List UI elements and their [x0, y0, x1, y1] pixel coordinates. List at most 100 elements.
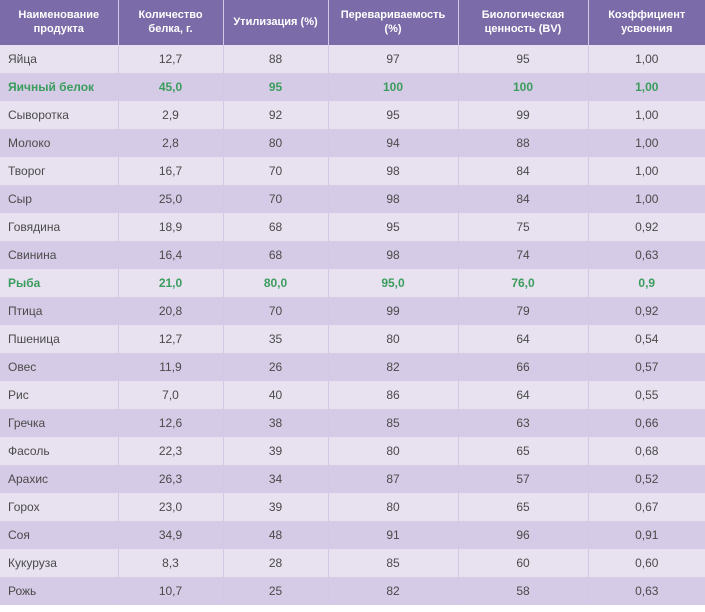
cell-text: Рожь: [8, 584, 36, 598]
cell-text: 85: [386, 416, 399, 430]
cell-text: 68: [269, 248, 282, 262]
product-name-cell: Фасоль: [0, 437, 118, 465]
cell-text: 39: [269, 444, 282, 458]
table-row: Горох23,03980650,67: [0, 493, 705, 521]
table-row: Птица20,87099790,92: [0, 297, 705, 325]
cell-text: Овес: [8, 360, 36, 374]
product-name-cell: Творог: [0, 157, 118, 185]
value-cell: 74: [458, 241, 588, 269]
cell-text: 20,8: [159, 304, 182, 318]
cell-text: 99: [516, 108, 529, 122]
cell-text: 80: [386, 444, 399, 458]
cell-text: 1,00: [635, 108, 658, 122]
cell-text: 75: [516, 220, 529, 234]
value-cell: 80: [328, 493, 458, 521]
cell-text: 34: [269, 472, 282, 486]
cell-text: 45,0: [159, 80, 182, 94]
value-cell: 82: [328, 353, 458, 381]
product-name-cell: Яичный белок: [0, 73, 118, 101]
cell-text: 80: [269, 136, 282, 150]
cell-text: 25,0: [159, 192, 182, 206]
cell-text: 21,0: [159, 276, 182, 290]
value-cell: 20,8: [118, 297, 223, 325]
value-cell: 63: [458, 409, 588, 437]
product-name-cell: Свинина: [0, 241, 118, 269]
value-cell: 0,91: [588, 521, 705, 549]
product-name-cell: Пшеница: [0, 325, 118, 353]
cell-text: 88: [269, 52, 282, 66]
value-cell: 75: [458, 213, 588, 241]
value-cell: 1,00: [588, 73, 705, 101]
cell-text: 26: [269, 360, 282, 374]
value-cell: 25: [223, 577, 328, 605]
cell-text: Творог: [8, 164, 45, 178]
cell-text: 95,0: [381, 276, 404, 290]
value-cell: 35: [223, 325, 328, 353]
value-cell: 99: [458, 101, 588, 129]
cell-text: 0,68: [635, 444, 658, 458]
cell-text: 1,00: [635, 136, 658, 150]
cell-text: 100: [513, 80, 533, 94]
table-header: Наименование продуктаКоличество белка, г…: [0, 0, 705, 45]
product-name-cell: Птица: [0, 297, 118, 325]
value-cell: 80: [328, 325, 458, 353]
cell-text: 0,52: [635, 472, 658, 486]
value-cell: 88: [458, 129, 588, 157]
value-cell: 12,7: [118, 45, 223, 73]
cell-text: 0,63: [635, 248, 658, 262]
cell-text: Пшеница: [8, 332, 60, 346]
value-cell: 82: [328, 577, 458, 605]
table-row: Арахис26,33487570,52: [0, 465, 705, 493]
cell-text: 70: [269, 304, 282, 318]
value-cell: 16,7: [118, 157, 223, 185]
value-cell: 76,0: [458, 269, 588, 297]
value-cell: 1,00: [588, 185, 705, 213]
table-row: Сыворотка2,99295991,00: [0, 101, 705, 129]
cell-text: 86: [386, 388, 399, 402]
cell-text: 0,9: [638, 276, 655, 290]
cell-text: 80: [386, 500, 399, 514]
cell-text: 63: [516, 416, 529, 430]
cell-text: 12,7: [159, 52, 182, 66]
cell-text: 96: [516, 528, 529, 542]
value-cell: 0,66: [588, 409, 705, 437]
table-body: Яйца12,78897951,00Яичный белок45,0951001…: [0, 45, 705, 605]
cell-text: 76,0: [511, 276, 534, 290]
value-cell: 0,67: [588, 493, 705, 521]
column-header-0: Наименование продукта: [0, 0, 118, 45]
table-row: Соя34,94891960,91: [0, 521, 705, 549]
cell-text: 0,55: [635, 388, 658, 402]
value-cell: 38: [223, 409, 328, 437]
cell-text: 60: [516, 556, 529, 570]
cell-text: 1,00: [635, 164, 658, 178]
cell-text: Сыр: [8, 192, 32, 206]
value-cell: 0,52: [588, 465, 705, 493]
value-cell: 34,9: [118, 521, 223, 549]
cell-text: 95: [386, 220, 399, 234]
cell-text: 8,3: [162, 556, 179, 570]
value-cell: 87: [328, 465, 458, 493]
value-cell: 91: [328, 521, 458, 549]
value-cell: 70: [223, 297, 328, 325]
value-cell: 98: [328, 185, 458, 213]
column-header-1: Количество белка, г.: [118, 0, 223, 45]
cell-text: 88: [516, 136, 529, 150]
cell-text: Яйца: [8, 52, 37, 66]
cell-text: 80,0: [264, 276, 287, 290]
value-cell: 1,00: [588, 45, 705, 73]
cell-text: 95: [269, 80, 282, 94]
protein-table: Наименование продуктаКоличество белка, г…: [0, 0, 705, 605]
table-row: Пшеница12,73580640,54: [0, 325, 705, 353]
cell-text: 70: [269, 164, 282, 178]
value-cell: 22,3: [118, 437, 223, 465]
value-cell: 64: [458, 325, 588, 353]
cell-text: 0,92: [635, 220, 658, 234]
value-cell: 0,92: [588, 213, 705, 241]
cell-text: 74: [516, 248, 529, 262]
product-name-cell: Рис: [0, 381, 118, 409]
value-cell: 12,7: [118, 325, 223, 353]
cell-text: 64: [516, 388, 529, 402]
product-name-cell: Рыба: [0, 269, 118, 297]
cell-text: 16,4: [159, 248, 182, 262]
value-cell: 100: [458, 73, 588, 101]
